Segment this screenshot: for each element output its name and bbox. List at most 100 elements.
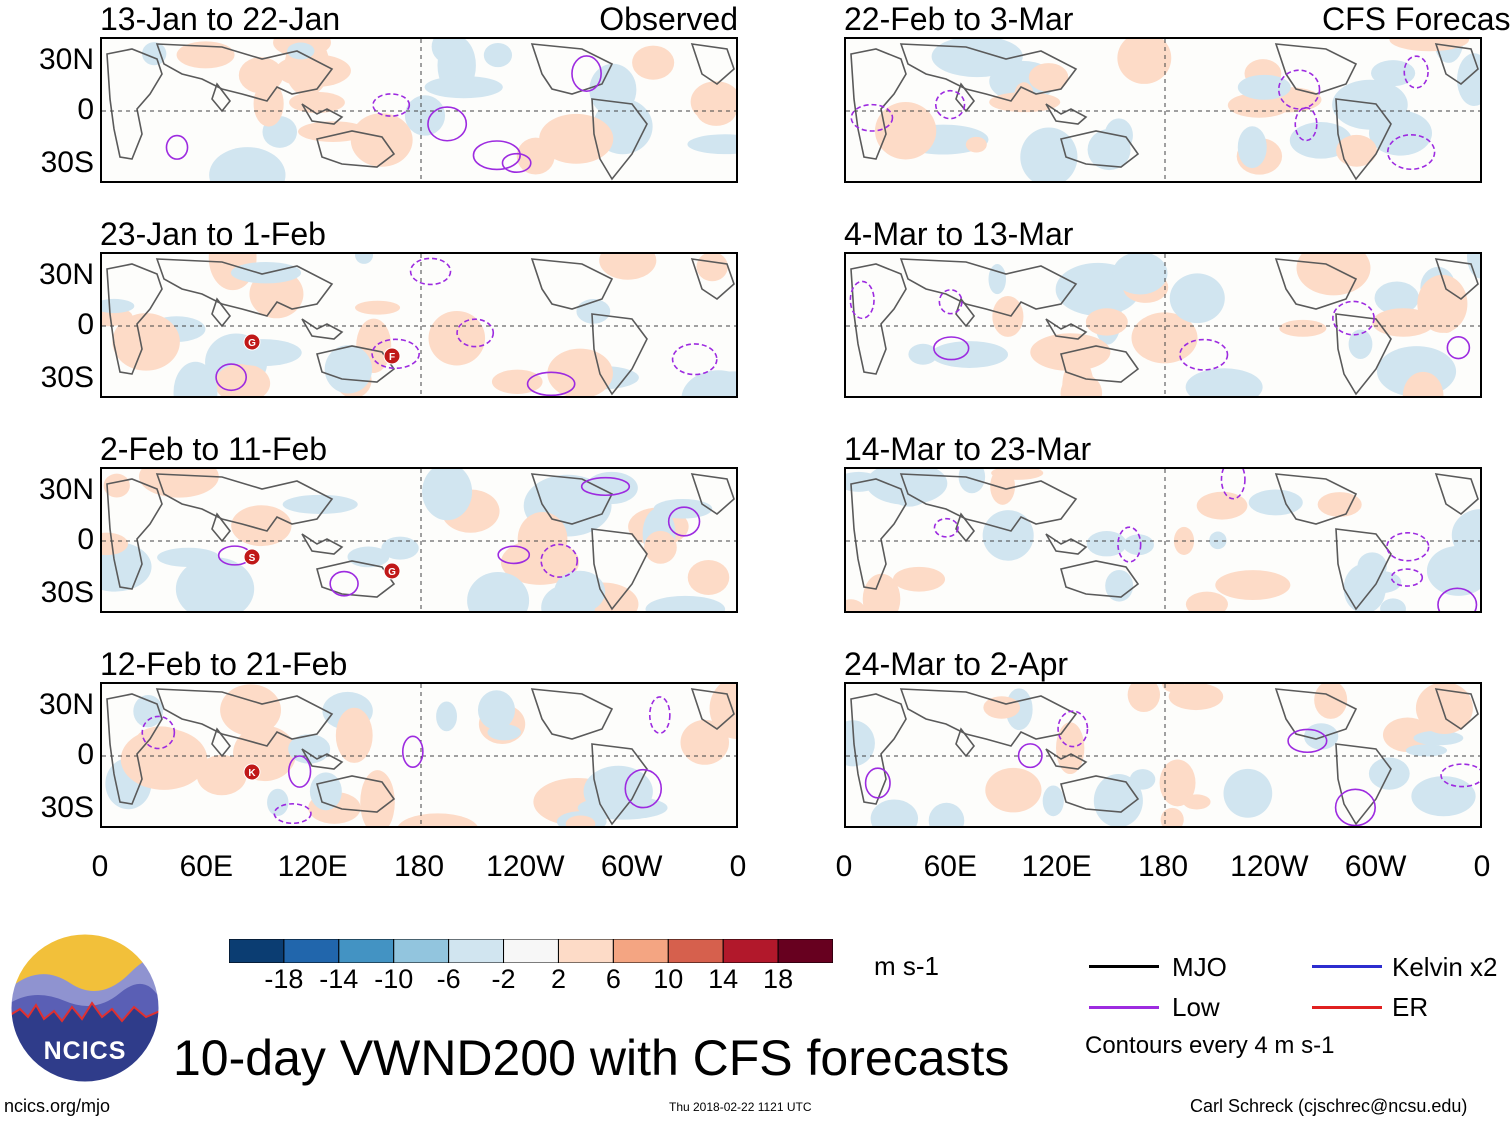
coastline xyxy=(155,258,334,317)
anomaly-blob xyxy=(632,45,675,80)
anomaly-blob xyxy=(1215,570,1291,601)
lat-tick-label: 0 xyxy=(77,308,94,341)
anomaly-blob xyxy=(577,796,668,820)
panel-period-title: 24-Mar to 2-Apr xyxy=(844,646,1069,682)
storm-marker: G xyxy=(243,333,261,351)
anomaly-blob xyxy=(1405,744,1448,757)
anomaly-blob xyxy=(289,91,345,114)
legend-line-er xyxy=(1312,1006,1382,1009)
anomaly-blob xyxy=(1348,329,1373,359)
anomaly-blob xyxy=(1123,534,1154,556)
anomaly-blob xyxy=(709,684,736,739)
lon-tick-label: 180 xyxy=(1137,850,1189,883)
low-contour xyxy=(329,570,359,597)
coastline xyxy=(850,263,907,375)
anomaly-blob xyxy=(931,39,1023,78)
anomaly-blob xyxy=(1085,308,1128,336)
anomaly-blob xyxy=(173,361,218,396)
anomaly-blob xyxy=(1196,491,1248,520)
anomaly-blob xyxy=(958,469,986,494)
low-contour xyxy=(401,735,424,769)
coastline xyxy=(106,48,163,160)
figure-title: 10-day VWND200 with CFS forecasts xyxy=(173,1030,1010,1086)
anomaly-blob xyxy=(1317,492,1362,517)
svg-text:G: G xyxy=(248,338,256,349)
anomaly-blob xyxy=(350,113,413,167)
anomaly-blob xyxy=(985,767,1042,813)
coastline xyxy=(211,297,232,328)
anomaly-blob xyxy=(102,298,135,314)
coastline xyxy=(301,318,344,340)
anomaly-blob xyxy=(1112,254,1168,295)
coastline xyxy=(106,478,163,590)
anomaly-field: K xyxy=(102,684,736,826)
colorbar-tick-label: -10 xyxy=(374,964,414,994)
map-panel xyxy=(100,37,738,183)
anomaly-blob xyxy=(355,254,373,264)
anomaly-blob xyxy=(1127,684,1161,713)
lon-tick-label: 60E xyxy=(179,850,234,883)
anomaly-blob xyxy=(287,42,315,60)
colorbar-swatch xyxy=(667,938,724,964)
low-contour xyxy=(1117,526,1142,563)
lat-tick-label: 0 xyxy=(77,523,94,556)
coastline xyxy=(591,743,648,826)
panel-period-title: 13-Jan to 22-Jan xyxy=(100,1,341,37)
coastline xyxy=(316,560,396,598)
anomaly-blob xyxy=(424,76,503,99)
coastline xyxy=(1060,345,1140,383)
low-contour xyxy=(864,767,891,799)
anomaly-field: SG xyxy=(102,469,736,611)
low-contour xyxy=(540,543,579,578)
anomaly-blob xyxy=(1093,774,1143,826)
anomaly-blob xyxy=(645,595,726,611)
anomaly-blob xyxy=(1415,684,1473,735)
low-contour xyxy=(580,476,631,497)
colorbar-swatch xyxy=(503,938,559,964)
lat-tick-label: 30N xyxy=(38,688,94,721)
anomaly-blob xyxy=(1457,53,1480,107)
anomaly-blob xyxy=(477,690,516,730)
coastline xyxy=(1434,258,1479,301)
legend-line-kelvin xyxy=(1312,965,1382,968)
svg-text:K: K xyxy=(248,768,256,779)
map-panel xyxy=(844,467,1482,613)
lat-tick-label: 30N xyxy=(38,473,94,506)
colorbar-tick-label: -6 xyxy=(436,964,461,994)
footer-url: ncics.org/mjo xyxy=(4,1096,111,1116)
footer-credit: Carl Schreck (cjschrec@ncsu.edu) xyxy=(1190,1096,1468,1116)
coastline xyxy=(850,478,907,590)
lon-tick-label: 0 xyxy=(1473,850,1491,883)
anomaly-blob xyxy=(1162,684,1185,693)
anomaly-blob xyxy=(436,701,457,732)
anomaly-blob xyxy=(687,134,736,155)
anomaly-blob xyxy=(1413,730,1464,746)
coastline xyxy=(1045,103,1088,125)
coastline xyxy=(899,43,1078,102)
anomaly-blob xyxy=(142,42,167,66)
anomaly-blob xyxy=(112,313,180,371)
anomaly-blob xyxy=(1129,769,1156,790)
low-contour xyxy=(526,371,576,396)
anomaly-blob xyxy=(653,499,713,519)
panel-period-title: 2-Feb to 11-Feb xyxy=(100,431,328,467)
legend-label-mjo: MJO xyxy=(1172,952,1227,982)
coastline xyxy=(530,258,614,310)
low-contour xyxy=(850,103,894,132)
colorbar-units: m s-1 xyxy=(874,951,939,981)
anomaly-blob xyxy=(1296,254,1371,296)
colorbar-tick-label: -14 xyxy=(319,964,359,994)
panel-period-title: 4-Mar to 13-Mar xyxy=(844,216,1074,252)
colorbar-tick-label: 6 xyxy=(605,964,621,994)
lat-tick-label: 30N xyxy=(38,258,94,291)
lon-tick-label: 120W xyxy=(1230,850,1309,883)
coastline xyxy=(316,130,396,168)
svg-text:S: S xyxy=(249,553,256,564)
anomaly-blob xyxy=(231,505,292,547)
coastline xyxy=(530,43,614,95)
coastline xyxy=(316,775,396,813)
ncics-logo-graphic xyxy=(10,933,160,1083)
coastline xyxy=(301,748,344,770)
lon-tick-label: 0 xyxy=(835,850,853,883)
